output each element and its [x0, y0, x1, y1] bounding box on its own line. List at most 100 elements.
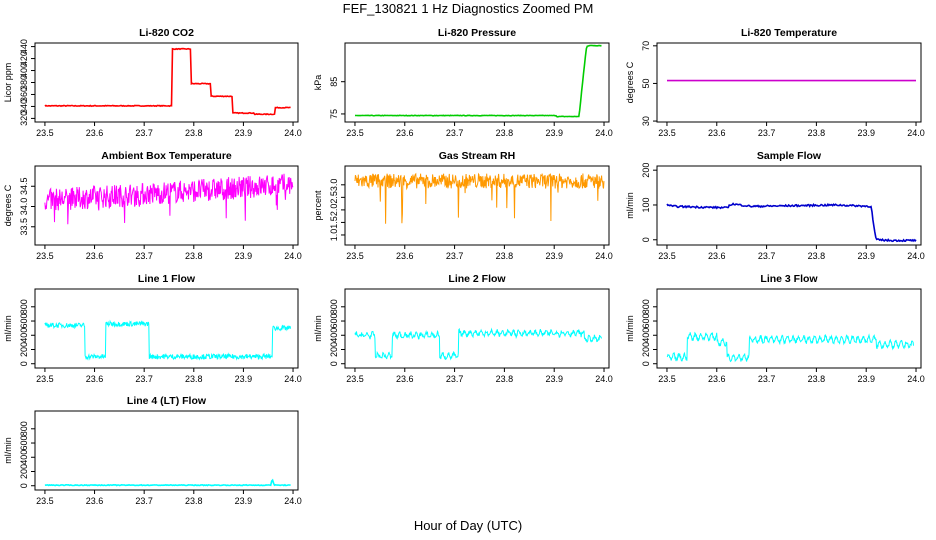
y-tick-label: 800 — [19, 421, 29, 436]
x-tick-label: 23.7 — [135, 128, 153, 138]
y-axis-label: ml/min — [3, 315, 13, 342]
x-axis-title: Hour of Day (UTC) — [413, 518, 523, 533]
y-axis-label: ml/min — [625, 192, 635, 219]
plot-frame — [656, 42, 922, 123]
x-tick-label: 23.5 — [36, 374, 54, 384]
series-line — [44, 47, 291, 116]
y-tick-label: 200 — [641, 163, 651, 178]
plot-frame — [344, 288, 610, 369]
y-tick-label: 75 — [329, 109, 339, 119]
panel-2: Li-820 Pressure 23.5 23.6 23.7 23.8 23.9 24.0 7… — [313, 27, 613, 138]
y-tick-label: 2.5 — [329, 191, 339, 204]
x-tick-label: 23.8 — [496, 251, 514, 261]
panel-title: Line 2 Flow — [448, 273, 506, 285]
x-tick-label: 23.8 — [185, 128, 203, 138]
panel-10: Line 4 (LT) Flow 23.5 23.6 23.7 23.8 23.9 24.0… — [3, 395, 302, 506]
x-tick-label: 23.7 — [135, 496, 153, 506]
series-line — [354, 327, 602, 361]
x-tick-label: 23.7 — [446, 251, 464, 261]
x-tick-label: 23.9 — [235, 251, 253, 261]
x-tick-label: 23.9 — [545, 128, 563, 138]
y-tick-label: 200 — [19, 342, 29, 357]
y-tick-label: 320 — [19, 111, 29, 126]
x-tick-label: 23.5 — [658, 128, 676, 138]
y-tick-label: 600 — [641, 314, 651, 329]
x-tick-label: 23.8 — [808, 251, 826, 261]
y-tick-label: 100 — [641, 197, 651, 212]
panel-title: Gas Stream RH — [439, 150, 515, 162]
x-tick-label: 23.7 — [135, 251, 153, 261]
y-tick-label: 3.0 — [329, 179, 339, 192]
x-tick-label: 23.7 — [135, 374, 153, 384]
y-tick-label: 400 — [19, 63, 29, 78]
y-tick-label: 1.0 — [329, 229, 339, 242]
y-tick-label: 340 — [19, 99, 29, 114]
y-tick-label: 600 — [19, 314, 29, 329]
y-tick-label: 200 — [329, 342, 339, 357]
y-axis-label: percent — [313, 190, 323, 221]
x-tick-label: 23.8 — [185, 374, 203, 384]
plot-frame — [656, 288, 922, 369]
x-tick-label: 24.0 — [595, 251, 613, 261]
x-tick-label: 23.8 — [185, 251, 203, 261]
panel-title: Line 1 Flow — [138, 273, 196, 285]
panel-title: Sample Flow — [757, 150, 822, 162]
x-tick-label: 23.8 — [185, 496, 203, 506]
x-tick-label: 23.5 — [658, 374, 676, 384]
x-tick-label: 23.9 — [235, 128, 253, 138]
y-tick-label: 400 — [329, 328, 339, 343]
y-tick-label: 70 — [641, 41, 651, 51]
x-tick-label: 23.5 — [36, 496, 54, 506]
y-tick-label: 800 — [329, 299, 339, 314]
x-tick-label: 24.0 — [595, 374, 613, 384]
y-tick-label: 200 — [19, 464, 29, 479]
panel-title: Li-820 Pressure — [438, 27, 516, 39]
series-line — [354, 44, 602, 118]
x-tick-label: 24.0 — [907, 251, 925, 261]
page-title: FEF_130821 1 Hz Diagnostics Zoomed PM — [342, 1, 594, 16]
x-tick-label: 23.6 — [396, 128, 414, 138]
panel-title: Ambient Box Temperature — [101, 150, 232, 162]
x-tick-label: 23.7 — [758, 374, 776, 384]
x-tick-label: 23.6 — [86, 128, 104, 138]
x-tick-label: 24.0 — [284, 496, 302, 506]
y-tick-label: 30 — [641, 116, 651, 126]
x-tick-label: 23.9 — [235, 496, 253, 506]
x-tick-label: 23.9 — [545, 251, 563, 261]
panel-4: Ambient Box Temperature 23.5 23.6 23.7 23.8 2… — [3, 150, 302, 261]
series-line — [354, 172, 605, 224]
x-tick-label: 23.8 — [496, 374, 514, 384]
x-tick-label: 23.8 — [496, 128, 514, 138]
panel-3: Li-820 Temperature 23.5 23.6 23.7 23.8 23.9 24… — [625, 27, 925, 138]
series-line — [44, 478, 291, 487]
x-tick-label: 23.9 — [857, 251, 875, 261]
x-tick-label: 23.6 — [396, 251, 414, 261]
x-tick-label: 23.9 — [857, 374, 875, 384]
x-tick-label: 23.5 — [346, 374, 364, 384]
x-tick-label: 23.9 — [545, 374, 563, 384]
x-tick-label: 23.5 — [346, 251, 364, 261]
x-tick-label: 24.0 — [907, 374, 925, 384]
x-tick-label: 24.0 — [284, 374, 302, 384]
y-axis-label: ml/min — [3, 437, 13, 464]
x-tick-label: 23.5 — [36, 251, 54, 261]
plot-frame — [34, 42, 299, 123]
y-axis-label: kPa — [313, 75, 323, 91]
panel-title: Line 4 (LT) Flow — [127, 395, 207, 407]
x-tick-label: 23.6 — [708, 128, 726, 138]
y-axis-label: degrees C — [625, 61, 635, 103]
panel-9: Line 3 Flow 23.5 23.6 23.7 23.8 23.9 24.0 0 2004… — [625, 273, 925, 384]
series-line — [666, 331, 914, 363]
y-tick-label: 400 — [19, 450, 29, 465]
plot-frame — [34, 410, 299, 491]
x-tick-label: 23.6 — [86, 251, 104, 261]
y-tick-label: 34.5 — [19, 177, 29, 195]
series-line — [44, 173, 294, 225]
y-tick-label: 0 — [19, 483, 29, 488]
y-tick-label: 0 — [19, 361, 29, 366]
x-tick-label: 24.0 — [595, 128, 613, 138]
x-tick-label: 24.0 — [907, 128, 925, 138]
y-tick-label: 360 — [19, 87, 29, 102]
x-tick-label: 23.5 — [658, 251, 676, 261]
